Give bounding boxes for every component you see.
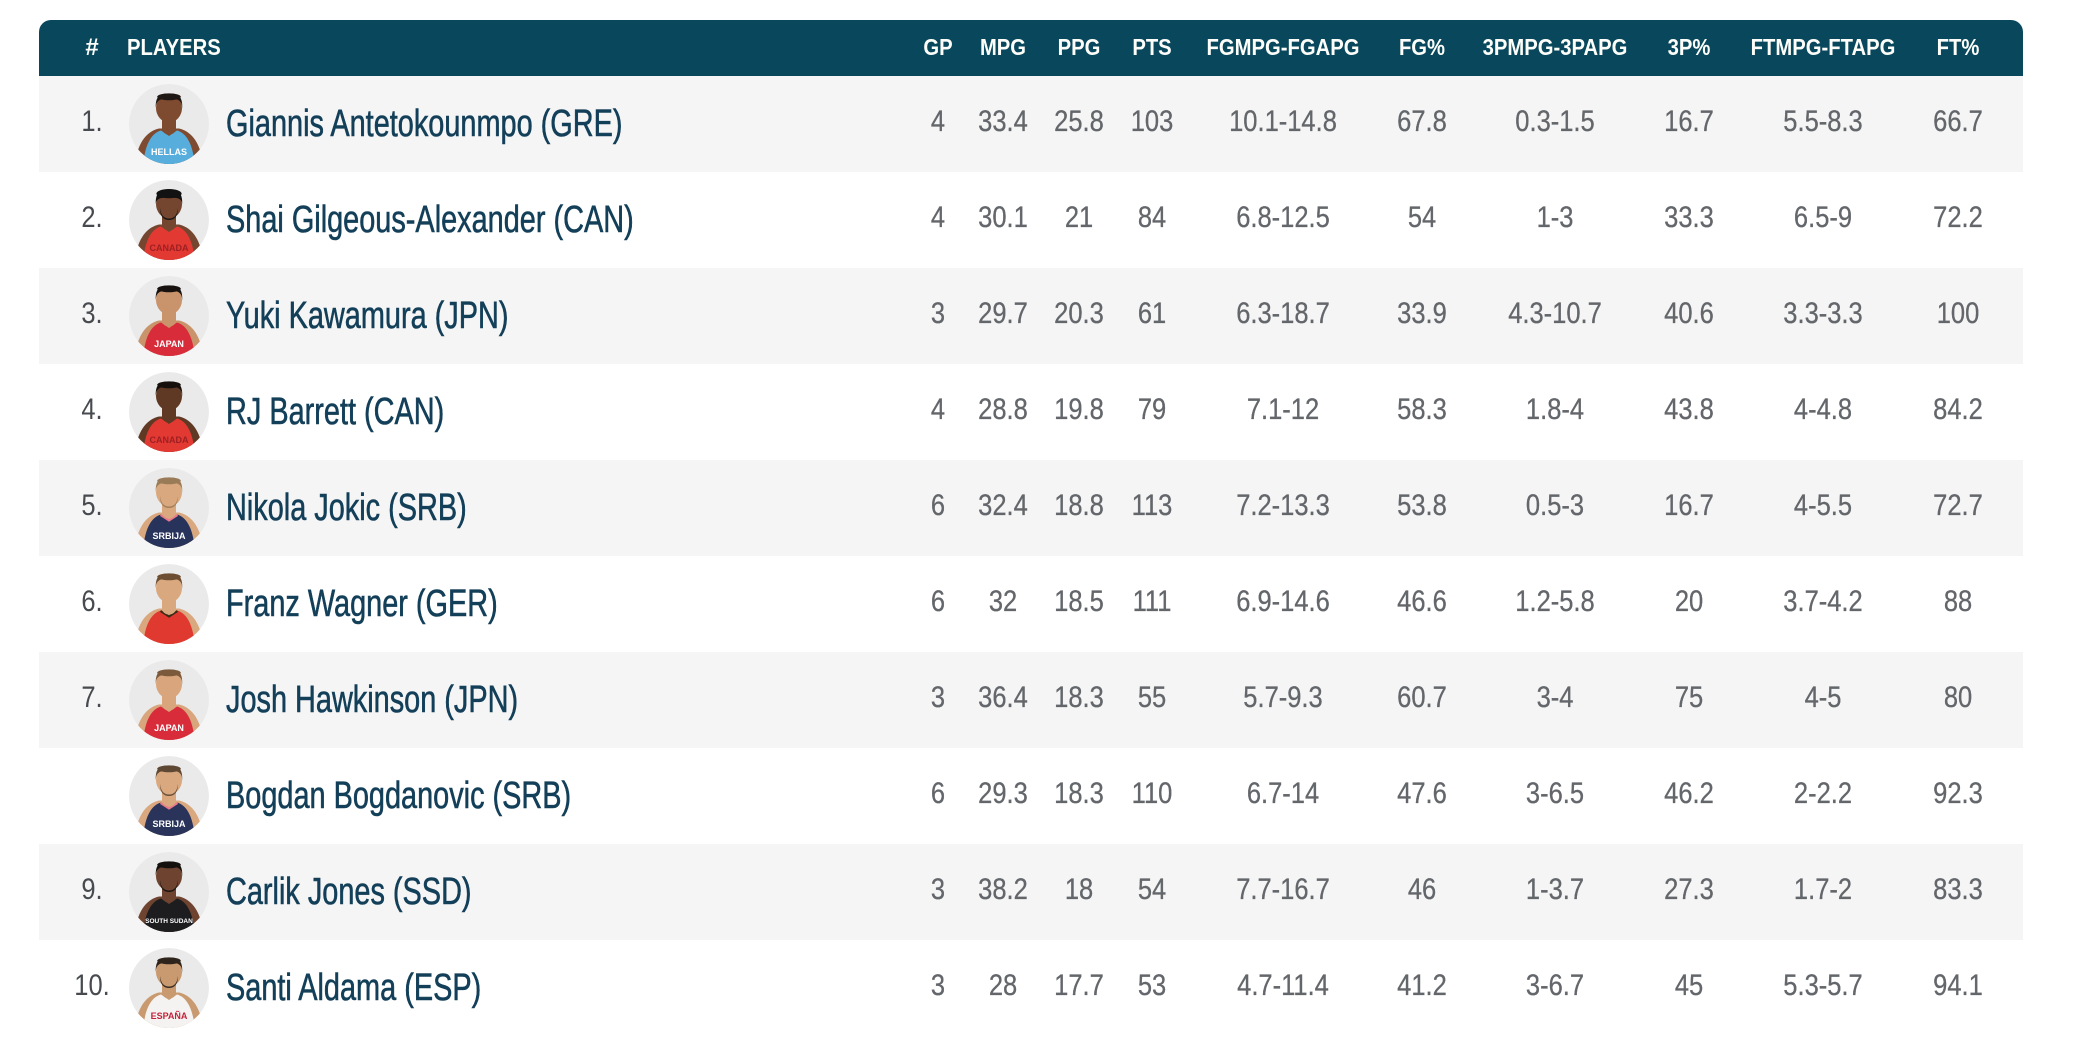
svg-text:ESPAÑA: ESPAÑA	[151, 1011, 188, 1021]
svg-text:JAPAN: JAPAN	[154, 339, 184, 349]
svg-text:SRBIJA: SRBIJA	[152, 819, 186, 829]
svg-text:SOUTH SUDAN: SOUTH SUDAN	[145, 918, 193, 925]
svg-text:JAPAN: JAPAN	[154, 723, 184, 733]
svg-text:SRBIJA: SRBIJA	[152, 531, 186, 541]
svg-text:HELLAS: HELLAS	[151, 147, 187, 157]
svg-text:CANADA: CANADA	[150, 243, 189, 253]
svg-text:CANADA: CANADA	[150, 435, 189, 445]
